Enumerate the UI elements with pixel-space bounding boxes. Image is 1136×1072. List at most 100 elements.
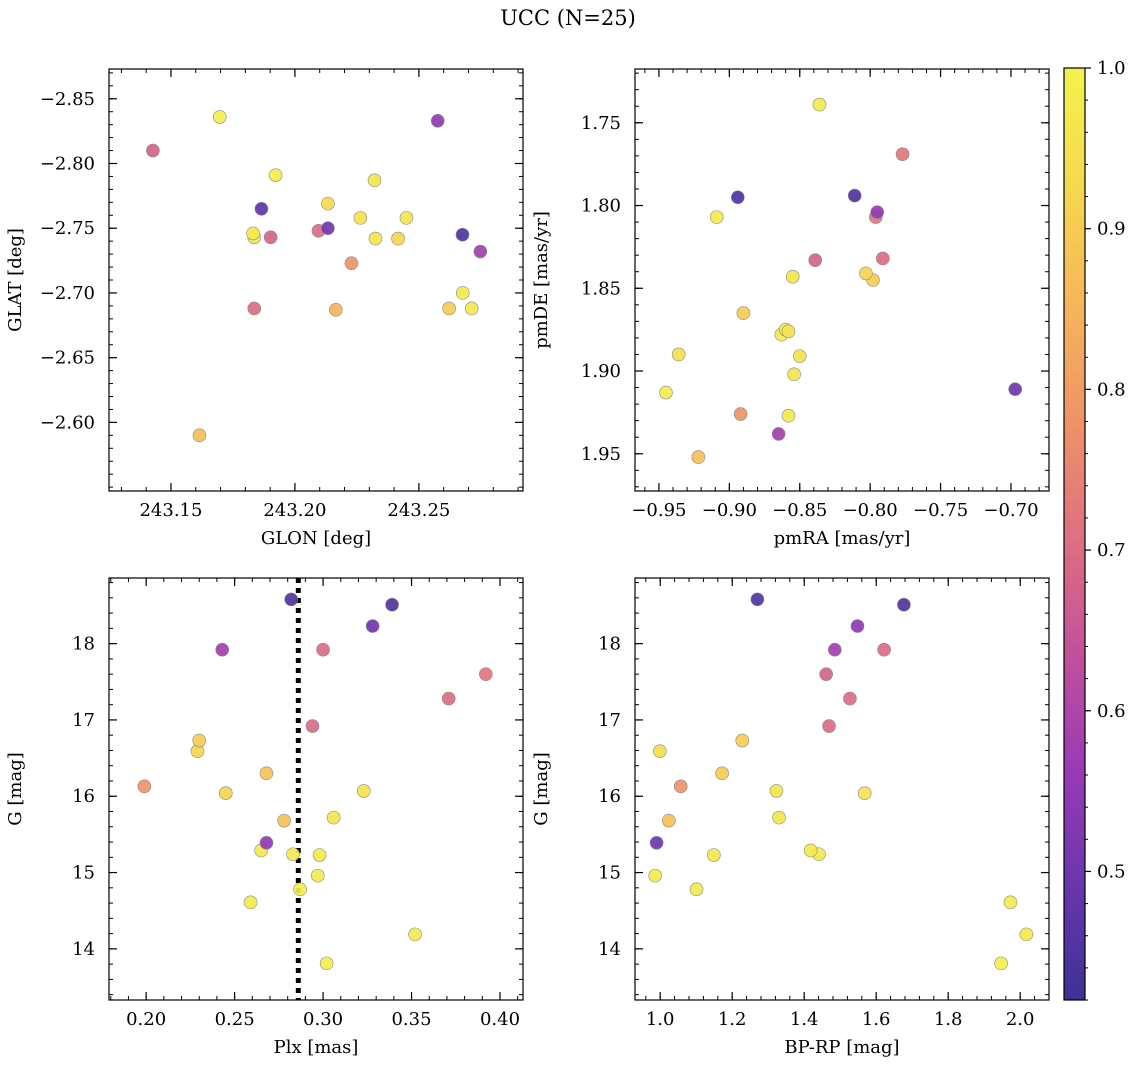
data-point — [326, 810, 341, 825]
data-point — [707, 848, 721, 862]
y-axis-label: pmDE [mas/yr] — [531, 211, 552, 349]
y-tick-label: 1.80 — [581, 196, 621, 217]
data-point — [215, 642, 230, 657]
data-point — [243, 895, 258, 910]
panel-pm: −0.95 −0.90 −0.85 −0.80 −0.75 −0.70 1.75 1.80 1.… — [531, 68, 1050, 549]
data-point — [218, 786, 233, 800]
x-tick-label: 243.15 — [139, 500, 202, 521]
data-point — [367, 173, 382, 188]
data-point — [673, 779, 688, 794]
data-point — [870, 205, 885, 219]
panel-glon-glat: 243.15 243.20 243.25 −2.60 −2.65 −2.70 −2.75 −2… — [5, 68, 524, 549]
y-tick-label: 16 — [598, 786, 621, 807]
colorbar-tick-label: 0.9 — [1097, 219, 1126, 240]
data-point — [192, 733, 207, 748]
data-point — [659, 385, 673, 400]
data-point — [859, 266, 873, 281]
axes-frame — [634, 577, 1050, 1001]
data-point — [876, 251, 890, 266]
y-tick-label: 15 — [72, 863, 95, 884]
panel-plx-g: 0.20 0.25 0.30 0.35 0.40 14 15 16 17 18 Plx [mas] G… — [5, 577, 524, 1058]
data-point — [455, 227, 470, 242]
y-axis-label: G [mag] — [5, 752, 26, 825]
data-point — [649, 835, 664, 850]
data-point — [653, 744, 667, 759]
y-tick-label: 17 — [598, 710, 621, 731]
y-tick-label: −2.80 — [40, 153, 95, 174]
data-point — [316, 642, 330, 657]
x-tick-label: 1.2 — [718, 1009, 747, 1030]
data-point — [691, 450, 706, 464]
x-tick-label: −0.70 — [983, 500, 1038, 521]
data-point — [385, 597, 399, 612]
data-point — [785, 269, 800, 284]
data-point — [877, 642, 891, 657]
colorbar-gradient — [1063, 67, 1086, 1001]
x-tick-label: −0.75 — [913, 500, 968, 521]
y-tick-label: 1.85 — [581, 278, 621, 299]
data-point — [441, 691, 456, 706]
data-point — [329, 302, 343, 317]
data-point — [259, 835, 274, 850]
data-point — [671, 347, 686, 362]
data-point — [365, 619, 380, 633]
data-point — [1003, 895, 1018, 910]
data-point — [803, 843, 818, 858]
y-axis-label: GLAT [deg] — [5, 228, 26, 332]
x-tick-label: 243.20 — [263, 500, 326, 521]
data-point — [1019, 927, 1034, 942]
x-tick-label: −0.85 — [772, 500, 827, 521]
data-point — [1008, 382, 1023, 397]
data-point — [353, 211, 368, 225]
data-point — [246, 226, 260, 241]
y-tick-label: −2.75 — [40, 218, 95, 239]
y-tick-label: −2.85 — [40, 89, 95, 110]
colorbar-tick-label: 0.5 — [1097, 861, 1126, 882]
x-tick-label: 1.4 — [790, 1009, 819, 1030]
axes-frame — [634, 68, 1050, 492]
data-point — [479, 667, 493, 681]
x-tick-label: 0.35 — [391, 1009, 431, 1030]
data-point — [305, 719, 320, 733]
data-point — [368, 231, 383, 246]
data-point — [391, 231, 405, 246]
data-point — [781, 324, 796, 339]
data-point — [812, 97, 827, 112]
x-tick-label: 243.25 — [387, 500, 450, 521]
data-point — [822, 719, 836, 733]
x-tick-label: −0.95 — [631, 500, 686, 521]
y-tick-label: 1.90 — [581, 361, 621, 382]
data-point — [709, 210, 724, 224]
data-point — [827, 642, 842, 657]
data-point — [319, 956, 334, 971]
x-tick-label: 0.40 — [480, 1009, 520, 1030]
colorbar-tick-label: 0.8 — [1097, 379, 1126, 400]
y-tick-label: 1.75 — [581, 113, 621, 134]
y-axis-label: G [mag] — [531, 752, 552, 825]
data-point — [277, 813, 291, 828]
x-axis-label: Plx [mas] — [274, 1037, 359, 1058]
x-tick-label: 0.25 — [215, 1009, 255, 1030]
data-point — [850, 619, 865, 633]
data-point — [994, 956, 1008, 971]
y-tick-label: 18 — [72, 634, 95, 655]
y-tick-label: −2.65 — [40, 348, 95, 369]
data-point — [254, 202, 269, 216]
data-point — [408, 927, 422, 942]
figure-title: UCC (N=25) — [500, 6, 636, 30]
data-point — [356, 784, 371, 798]
data-point — [897, 597, 911, 612]
data-point — [399, 211, 414, 225]
data-point — [689, 882, 704, 897]
data-point — [730, 190, 745, 205]
data-point — [648, 868, 662, 883]
y-tick-label: 14 — [598, 939, 621, 960]
data-point — [284, 592, 299, 607]
y-tick-label: 18 — [598, 634, 621, 655]
x-tick-label: 0.30 — [303, 1009, 343, 1030]
data-point — [735, 733, 750, 748]
y-tick-label: 16 — [72, 786, 95, 807]
data-point — [819, 667, 833, 681]
x-axis-label: BP-RP [mag] — [784, 1037, 899, 1058]
